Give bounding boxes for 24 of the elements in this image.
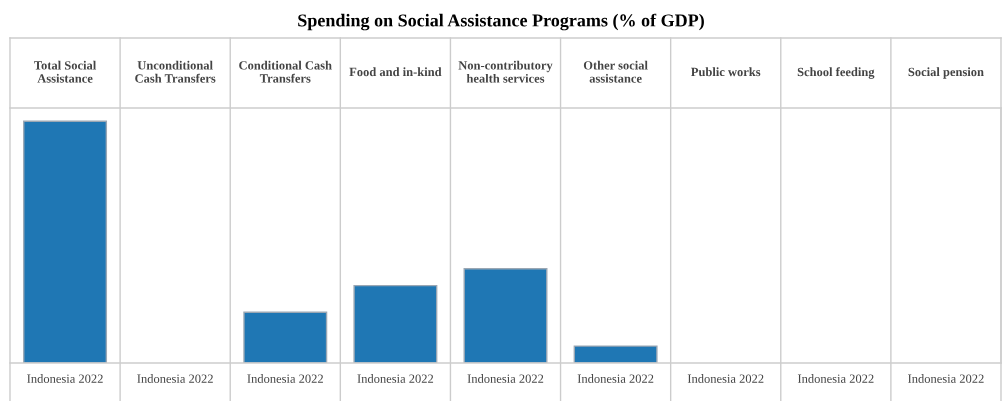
x-tick-label: Non-contributory health services	[458, 60, 553, 83]
bar	[243, 311, 328, 363]
bar	[463, 268, 548, 363]
bar	[573, 345, 658, 363]
bar	[353, 284, 438, 363]
x-tick-label: School feeding	[797, 67, 875, 79]
x-tick-label: Public works	[691, 67, 761, 77]
x-tick-label: Conditional Cash Transfers	[239, 60, 332, 83]
text: Indonesia 2022	[577, 374, 654, 383]
text: Indonesia 2022	[467, 374, 544, 383]
bar	[23, 120, 108, 363]
text: Indonesia 2022	[357, 374, 434, 383]
x-tick-label: Unconditional Cash Transfers	[135, 60, 216, 83]
text: Indonesia 2022	[687, 374, 764, 383]
text: Indonesia 2022	[797, 374, 874, 383]
text: Indonesia 2022	[247, 374, 323, 383]
text: Indonesia 2022	[137, 374, 213, 383]
x-tick-label: Other social assistance	[583, 60, 648, 83]
chart-title: Spending on Social Assistance Programs (% of GDP)	[298, 13, 704, 31]
x-tick-label: Total Social Assistance	[34, 60, 97, 83]
x-tick-label: Social pension	[908, 67, 984, 79]
series-label: Indonesia 2022	[27, 374, 103, 383]
text: Indonesia 2022	[908, 374, 984, 383]
x-tick-label: Food and in-kind	[349, 67, 442, 77]
